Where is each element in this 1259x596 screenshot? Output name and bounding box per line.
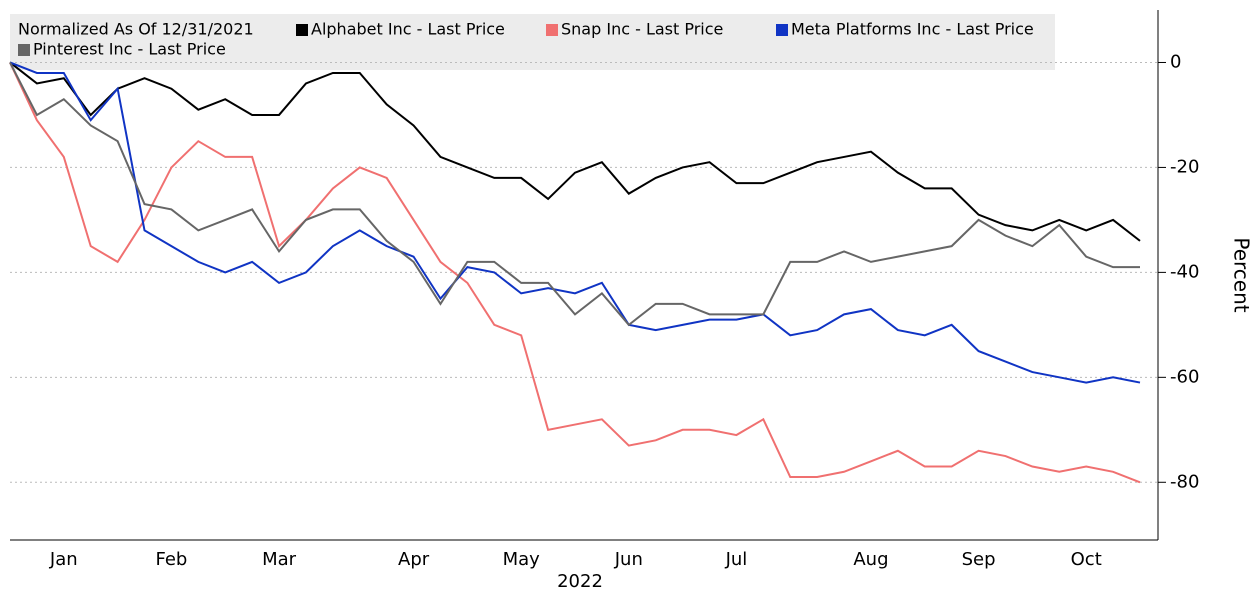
y-tick-label: -60 [1170, 366, 1199, 387]
series-line [9, 62, 1140, 327]
y-axis-label: Percent [1230, 237, 1254, 312]
x-tick-label: Apr [398, 549, 430, 570]
x-tick-label: May [503, 549, 541, 570]
series-line [9, 62, 1141, 484]
legend-label: Meta Platforms Inc - Last Price [791, 20, 1034, 39]
x-tick-label: Jul [725, 549, 748, 570]
x-tick-label: Mar [262, 549, 297, 570]
x-tick-label: Oct [1071, 549, 1102, 570]
y-tick-label: -80 [1170, 471, 1199, 492]
legend-swatch [18, 44, 30, 56]
x-axis-label: 2022 [557, 571, 603, 592]
legend-swatch [296, 24, 308, 36]
x-tick-label: Feb [155, 549, 187, 570]
legend-label: Pinterest Inc - Last Price [33, 40, 226, 59]
x-tick-label: Jun [614, 549, 643, 570]
y-tick-label: 0 [1170, 51, 1181, 72]
series-line [9, 61, 1141, 242]
series-line [9, 61, 1141, 384]
legend-swatch [776, 24, 788, 36]
y-tick-label: -20 [1170, 156, 1199, 177]
legend-background [10, 14, 1055, 70]
x-tick-label: Sep [962, 549, 996, 570]
y-tick-label: -40 [1170, 261, 1199, 282]
x-tick-label: Aug [853, 549, 888, 570]
legend-label: Alphabet Inc - Last Price [311, 20, 505, 39]
legend-subtitle: Normalized As Of 12/31/2021 [18, 20, 254, 39]
legend-swatch [546, 24, 558, 36]
x-tick-label: Jan [49, 549, 78, 570]
legend-label: Snap Inc - Last Price [561, 20, 723, 39]
